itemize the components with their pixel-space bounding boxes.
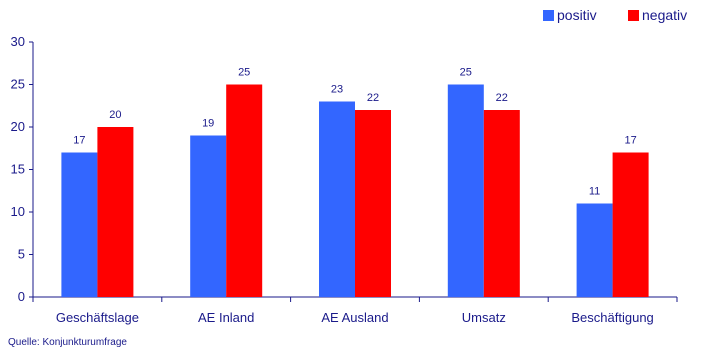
x-tick-label: AE Inland	[198, 310, 254, 325]
data-label: 22	[496, 92, 508, 104]
legend-swatch-positiv	[543, 10, 554, 21]
bar-positiv	[576, 203, 613, 297]
x-tick-label: Umsatz	[462, 310, 506, 325]
legend: positiv negativ	[543, 7, 687, 23]
bar-positiv	[319, 101, 355, 297]
x-tick-label: Geschäftslage	[56, 310, 139, 325]
y-tick-label: 10	[11, 204, 25, 219]
data-label: 11	[589, 186, 600, 198]
x-axis: Geschäftslage AE Inland AE Ausland Umsatz Be…	[32, 296, 678, 325]
y-tick-label: 25	[11, 77, 25, 92]
y-tick-label: 15	[11, 162, 25, 177]
bar-negativ	[226, 84, 263, 297]
bars	[61, 84, 649, 297]
bar-negativ	[97, 127, 134, 297]
y-tick-label: 30	[11, 34, 25, 49]
bar-negativ	[612, 152, 649, 297]
bar-negativ	[483, 110, 520, 297]
data-label: 17	[73, 135, 85, 147]
y-axis: 0 5 10 15 20 25 30	[11, 34, 34, 304]
data-label: 25	[460, 67, 472, 79]
data-label: 17	[624, 135, 636, 147]
x-tick-label: AE Ausland	[321, 310, 388, 325]
bar-positiv	[190, 135, 227, 297]
x-tick-label: Beschäftigung	[571, 310, 653, 325]
legend-swatch-negativ	[628, 10, 639, 21]
data-label: 25	[238, 67, 250, 79]
data-label: 20	[109, 109, 121, 121]
data-label: 23	[331, 84, 343, 96]
bar-positiv	[447, 84, 484, 297]
data-label: 22	[367, 92, 379, 104]
bar-positiv	[61, 152, 98, 297]
source-note: Quelle: Konjunkturumfrage	[8, 337, 127, 348]
bar-negativ	[355, 110, 391, 297]
legend-label: negativ	[642, 7, 687, 23]
y-tick-label: 5	[18, 247, 25, 262]
y-tick-label: 20	[11, 119, 25, 134]
legend-label: positiv	[557, 7, 597, 23]
data-labels: 17 20 19 25 23 22 25 22 11 17	[73, 67, 636, 198]
data-label: 19	[202, 118, 214, 130]
y-tick-label: 0	[18, 289, 25, 304]
